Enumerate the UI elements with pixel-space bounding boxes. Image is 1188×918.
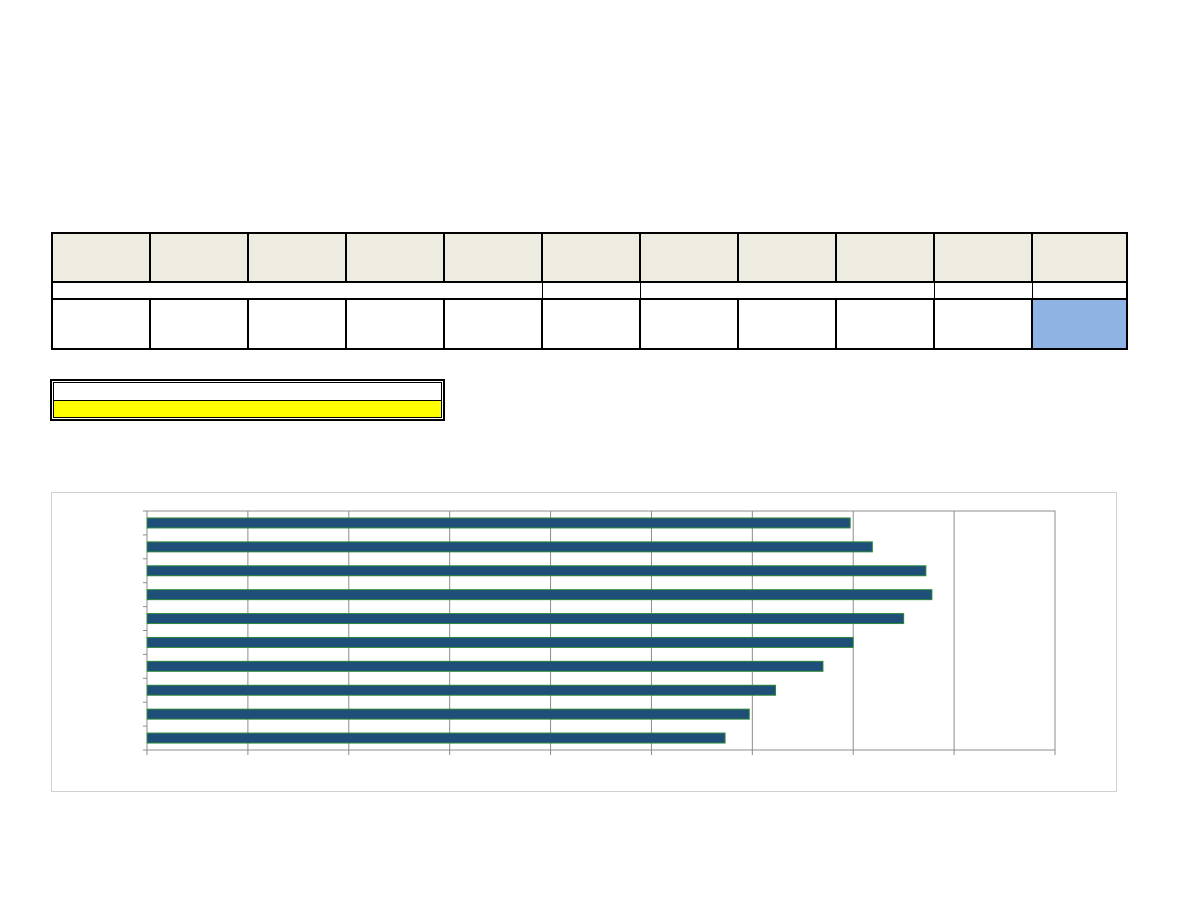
table-value-row [51,297,1128,351]
header-cell [541,231,641,284]
legend-row-yellow [53,401,442,418]
value-cell [541,297,641,351]
bar [146,636,854,648]
table-header-row [51,231,1128,284]
bar [146,541,873,553]
bar [146,517,851,529]
data-table [51,231,1128,351]
header-cell [149,231,249,284]
spacer-cell [541,281,640,300]
value-cell [51,297,151,351]
value-cell [835,297,935,351]
table-spacer-row [51,281,1128,300]
chart-canvas [143,510,1056,755]
value-cell [345,297,445,351]
value-cell [639,297,739,351]
legend-box [50,379,445,421]
bar [146,660,824,672]
spacer-cell [639,281,934,300]
bar [146,684,777,696]
header-cell [835,231,935,284]
spacer-cell [51,281,542,300]
spacer-cell [933,281,1032,300]
spacer-cell [1031,281,1128,300]
header-cell [247,231,347,284]
bar [146,732,726,744]
value-cell [933,297,1033,351]
header-cell [345,231,445,284]
bar [146,708,750,720]
header-cell [51,231,151,284]
bar [146,589,933,601]
value-cell [737,297,837,351]
header-cell [639,231,739,284]
header-cell [1031,231,1128,284]
value-cell [443,297,543,351]
highlighted-value-cell [1031,297,1128,351]
legend-row-white [53,382,442,401]
bar-chart [51,492,1117,792]
value-cell [247,297,347,351]
bar [146,565,927,577]
value-cell [149,297,249,351]
header-cell [737,231,837,284]
header-cell [443,231,543,284]
bar [146,613,905,625]
header-cell [933,231,1033,284]
